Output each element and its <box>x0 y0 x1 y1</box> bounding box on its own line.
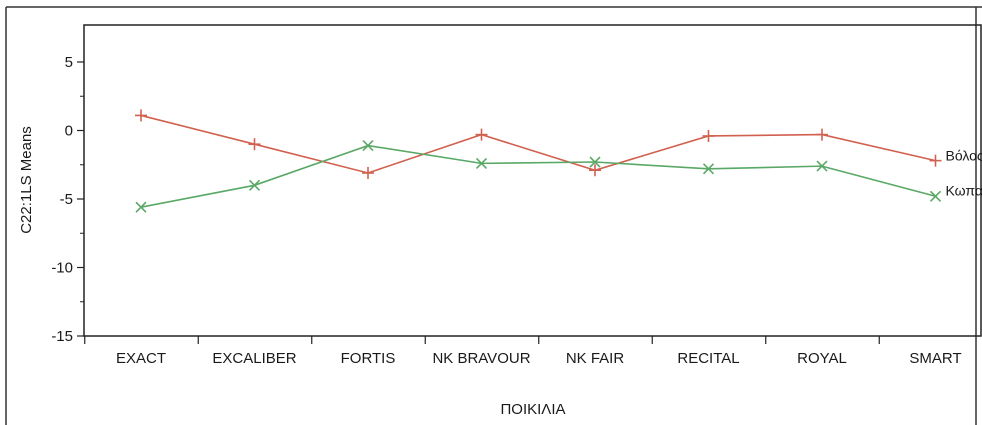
x-tick-label: EXCALIBER <box>212 350 296 367</box>
data-point <box>930 155 942 167</box>
series-end-label: Κωπαΐδα <box>946 182 982 198</box>
series-line <box>141 146 936 208</box>
y-axis-title: C22:1LS Means <box>18 126 35 234</box>
x-axis: EXACT EXCALIBER FORTIS NK BRAVOUR NK FAIR REC… <box>85 336 982 367</box>
data-point <box>816 129 828 141</box>
x-tick-label: RECITAL <box>677 350 739 367</box>
data-point <box>135 109 147 121</box>
y-tick-label: -5 <box>60 191 73 208</box>
x-axis-title: ΠΟΙΚΙΛΙΑ <box>500 401 565 418</box>
y-tick-label: -15 <box>51 328 73 345</box>
data-point <box>362 167 374 179</box>
y-tick-label: 0 <box>65 123 73 140</box>
plot-area <box>84 25 981 336</box>
x-tick-label: EXACT <box>116 350 166 367</box>
x-tick-label: SMART <box>909 350 961 367</box>
series-1: Βόλος <box>135 109 982 179</box>
data-point <box>703 130 715 142</box>
x-tick-label: NK FAIR <box>566 350 625 367</box>
x-tick-label: ROYAL <box>797 350 847 367</box>
data-point <box>931 191 941 201</box>
y-tick-label: 5 <box>65 54 73 71</box>
data-point <box>249 138 261 150</box>
y-axis: -15 -10 -5 0 5 <box>51 54 84 345</box>
series-end-label: Βόλος <box>946 148 982 164</box>
series-2: Κωπαΐδα <box>136 141 982 213</box>
x-tick-label: FORTIS <box>341 350 396 367</box>
series-layer: Βόλος Κωπαΐδα <box>135 109 982 212</box>
x-tick-label: NK BRAVOUR <box>432 350 530 367</box>
data-point <box>476 129 488 141</box>
y-tick-label: -10 <box>51 260 73 277</box>
